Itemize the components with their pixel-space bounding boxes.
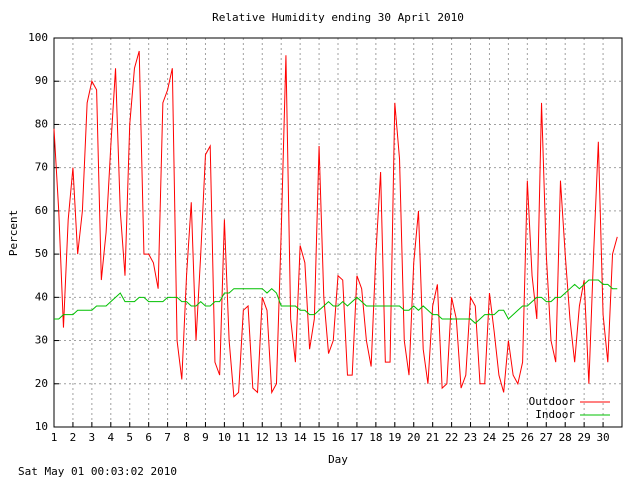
x-tick-label: 13 [275,431,288,444]
x-axis-label: Day [328,453,348,466]
plot-frame [53,37,623,428]
y-tick-label: 40 [35,290,48,303]
x-tick-label: 19 [388,431,401,444]
x-tick-label: 4 [107,431,114,444]
x-tick-label: 9 [202,431,209,444]
x-tick-label: 30 [596,431,609,444]
y-tick-label: 10 [35,420,48,433]
x-tick-label: 23 [464,431,477,444]
y-tick-label: 60 [35,204,48,217]
x-tick-label: 18 [369,431,382,444]
y-axis-label: Percent [7,210,20,256]
x-tick-label: 5 [126,431,133,444]
y-tick-label: 30 [35,334,48,347]
x-tick-label: 22 [445,431,458,444]
x-tick-label: 28 [559,431,572,444]
x-tick-label: 17 [350,431,363,444]
x-tick-label: 25 [502,431,515,444]
y-tick-label: 100 [28,31,48,44]
x-tick-label: 20 [407,431,420,444]
x-tick-label: 11 [237,431,250,444]
y-tick-label: 20 [35,377,48,390]
y-tick-label: 80 [35,117,48,130]
x-tick-label: 14 [294,431,308,444]
x-tick-label: 16 [331,431,344,444]
x-tick-label: 29 [578,431,591,444]
x-tick-label: 2 [70,431,77,444]
x-tick-label: 10 [218,431,231,444]
x-tick-label: 3 [89,431,96,444]
y-tick-label: 50 [35,247,48,260]
line-series [54,279,618,324]
chart-title: Relative Humidity ending 30 April 2010 [212,11,464,24]
x-tick-label: 7 [164,431,171,444]
line-series [53,50,618,398]
x-tick-label: 12 [256,431,269,444]
x-tick-label: 1 [51,431,58,444]
legend-label: Indoor [535,408,575,421]
y-tick-label: 70 [35,161,48,174]
footer: Sat May 01 00:03:02 2010 [18,465,177,478]
x-tick-label: 8 [183,431,190,444]
x-tick-label: 15 [312,431,325,444]
legend-label: Outdoor [529,395,576,408]
x-tick-label: 26 [521,431,534,444]
x-tick-label: 21 [426,431,439,444]
x-tick-label: 27 [540,431,553,444]
y-tick-label: 90 [35,74,48,87]
x-tick-label: 6 [145,431,152,444]
x-tick-label: 24 [483,431,497,444]
